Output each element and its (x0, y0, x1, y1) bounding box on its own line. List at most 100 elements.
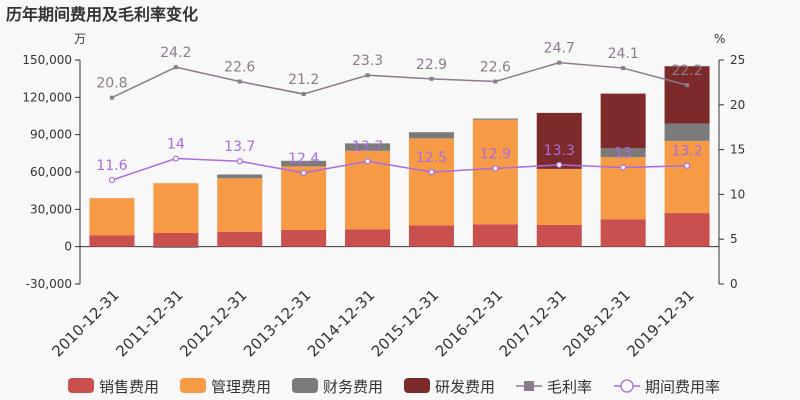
legend-swatch (180, 378, 206, 393)
bar-segment (664, 140, 710, 214)
lines: 20.8 24.2 22.6 21.2 23.3 22.9 22.6 24.7 24.1 22.2… (96, 41, 703, 184)
data-label: 20.8 (96, 76, 127, 92)
line-point (557, 60, 562, 65)
right-tick-label: 5 (730, 232, 738, 246)
legend-label: 期间费用率 (645, 378, 720, 396)
left-tick-label: 60,000 (30, 165, 72, 179)
category-label: 2012-12-31 (176, 286, 250, 360)
data-label: 23.3 (352, 53, 383, 69)
data-label: 24.2 (160, 45, 191, 61)
category-label: 2019-12-31 (623, 286, 697, 360)
legend-swatch (68, 378, 94, 393)
data-label: 22.6 (224, 60, 255, 76)
data-label: 21.2 (288, 72, 319, 88)
legend-label: 销售费用 (99, 378, 159, 396)
bar-segment (408, 132, 454, 139)
data-label: 22.6 (480, 60, 511, 76)
line-point (173, 65, 178, 70)
data-label: 12.9 (480, 146, 511, 162)
legend-label: 管理费用 (211, 378, 271, 396)
category-label: 2010-12-31 (48, 286, 122, 360)
data-label: 14 (167, 137, 185, 153)
line-point (683, 162, 691, 169)
bar-segment (281, 160, 327, 167)
line-point (365, 73, 370, 78)
line-point (685, 83, 690, 88)
legend-label: 财务费用 (323, 378, 383, 396)
line-point (172, 155, 179, 162)
bar-segment (472, 118, 518, 120)
bar-segment (600, 148, 646, 158)
legend-label: 研发费用 (435, 378, 495, 396)
category-label: 2013-12-31 (240, 286, 314, 360)
data-label: 13.3 (544, 143, 575, 159)
left-tick-label: 30,000 (30, 202, 72, 216)
chart-title: 历年期间费用及毛利率变化 (6, 5, 198, 24)
legend-swatch (292, 378, 318, 393)
line-point (429, 76, 434, 81)
category-label: 2011-12-31 (112, 286, 186, 360)
data-label: 13.7 (224, 139, 255, 155)
bar-segment (408, 225, 454, 247)
bars (89, 66, 710, 248)
legend-label: 毛利率 (547, 378, 592, 396)
legend-marker (524, 381, 534, 391)
legend-swatch (404, 378, 430, 393)
line-point (493, 79, 498, 84)
line-point (620, 164, 627, 171)
line-point (236, 158, 243, 165)
line-point (301, 92, 306, 97)
line-point (364, 158, 371, 165)
bar-segment (472, 119, 518, 225)
bar-segment (472, 224, 518, 247)
line-series (111, 157, 688, 181)
data-label: 13.2 (671, 144, 702, 160)
legend: 销售费用 管理费用 财务费用 研发费用 毛利率 期间费用率 (68, 378, 720, 396)
line-point (492, 165, 499, 172)
right-tick-label: 0 (730, 277, 738, 291)
left-tick-label: 150,000 (22, 53, 72, 67)
left-tick-label: 120,000 (22, 90, 72, 104)
category-label: 2017-12-31 (496, 286, 570, 360)
right-tick-label: 15 (730, 143, 745, 157)
line-point (300, 169, 307, 176)
bar-segment (217, 231, 263, 247)
bar-segment (217, 178, 263, 232)
bar-segment (664, 123, 710, 141)
bar-segment (536, 168, 582, 225)
data-label: 22.2 (671, 63, 702, 79)
bar-segment (600, 93, 646, 149)
bar-segment (345, 143, 391, 151)
line-point (109, 95, 114, 100)
left-tick-label: -30,000 (26, 277, 72, 291)
line-point (621, 66, 626, 71)
left-tick-label: 90,000 (30, 128, 72, 142)
data-label: 24.7 (544, 41, 575, 57)
category-label: 2016-12-31 (432, 286, 506, 360)
data-label: 11.6 (96, 158, 127, 174)
left-axis-unit: 万 (74, 32, 86, 46)
right-tick-label: 20 (730, 98, 745, 112)
bar-segment (89, 235, 135, 247)
data-label: 24.1 (608, 46, 639, 62)
left-tick-label: 0 (64, 240, 72, 254)
legend-marker (620, 379, 634, 393)
line-point (556, 161, 563, 168)
category-label: 2018-12-31 (560, 286, 634, 360)
bar-segment (153, 183, 199, 233)
bar-segment (408, 138, 454, 226)
bar-segment (600, 219, 646, 247)
bar-segment (153, 246, 199, 248)
category-label: 2015-12-31 (368, 286, 442, 360)
bar-segment (217, 174, 263, 179)
line-point (237, 79, 242, 84)
bar-segment (281, 166, 327, 230)
bar-segment (536, 224, 582, 247)
line-point (428, 168, 435, 176)
data-label: 12.4 (288, 151, 319, 167)
right-tick-label: 25 (730, 53, 745, 67)
bar-segment (536, 112, 582, 169)
bar-segment (664, 213, 710, 247)
bar-segment (89, 198, 135, 236)
